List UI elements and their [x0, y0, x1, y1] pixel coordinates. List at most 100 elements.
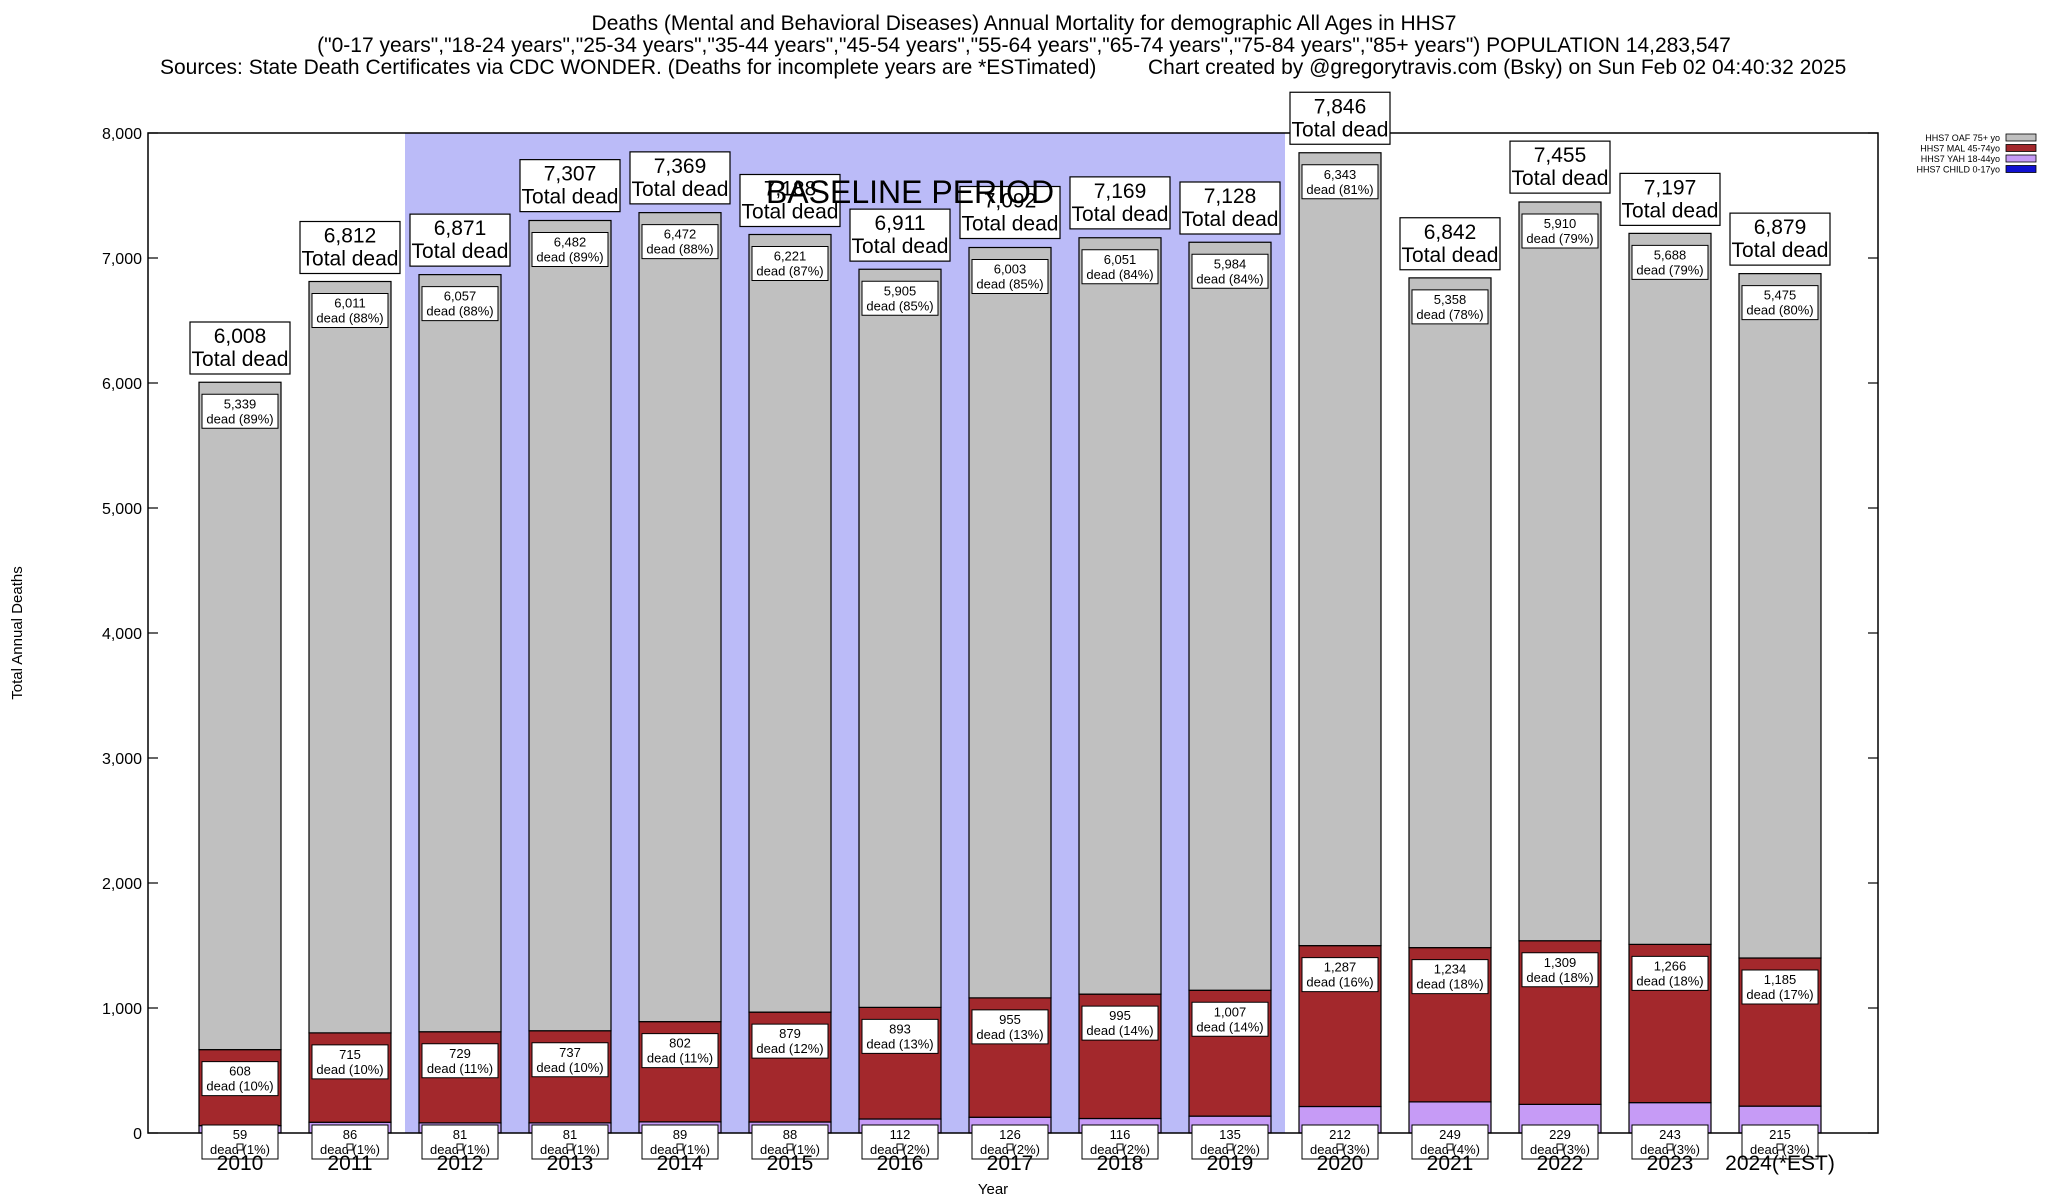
baseline-period-label: BASELINE PERIOD — [766, 174, 1054, 210]
segment-value: 112 — [890, 1127, 911, 1142]
segment-pct: dead (18%) — [1526, 970, 1593, 985]
bar-segment — [198, 381, 282, 1051]
segment-pct: dead (85%) — [866, 298, 933, 313]
segment-value: 6,051 — [1104, 252, 1137, 267]
y-tick-label: 0 — [133, 1126, 142, 1143]
segment-pct: dead (13%) — [866, 1036, 933, 1051]
segment-pct: dead (78%) — [1416, 307, 1483, 322]
segment-label-box — [421, 286, 499, 322]
total-label-box — [1399, 217, 1501, 271]
x-tick-label: 2021 — [1427, 1152, 1474, 1175]
child-marker — [1446, 1143, 1454, 1151]
segment-label-box — [971, 1009, 1049, 1045]
segment-value: 81 — [563, 1127, 577, 1142]
y-tick-label: 2,000 — [102, 876, 142, 893]
total-suffix: Total dead — [742, 201, 839, 224]
segment-label-box — [531, 232, 609, 267]
segment-value: 6,343 — [1324, 167, 1357, 182]
total-suffix: Total dead — [192, 348, 289, 371]
segment-value: 5,339 — [224, 396, 257, 411]
total-suffix: Total dead — [962, 213, 1059, 236]
total-value: 6,879 — [1754, 216, 1807, 239]
segment-pct: dead (18%) — [1416, 977, 1483, 992]
segment-pct: dead (10%) — [536, 1060, 603, 1075]
segment-pct: dead (88%) — [316, 311, 383, 326]
segment-pct: dead (81%) — [1306, 182, 1373, 197]
segment-label-box — [1191, 1001, 1269, 1037]
segment-value: 89 — [673, 1127, 687, 1142]
segment-label-box — [861, 1124, 939, 1160]
segment-pct: dead (89%) — [206, 411, 273, 426]
bar-segment — [968, 246, 1052, 999]
segment-label-box — [1301, 1124, 1379, 1160]
y-tick-label: 6,000 — [102, 376, 142, 393]
segment-pct: dead (84%) — [1086, 267, 1153, 282]
y-tick-label: 7,000 — [102, 251, 142, 268]
segment-value: 6,003 — [994, 262, 1027, 277]
segment-label-box — [751, 246, 829, 281]
segment-value: 1,234 — [1434, 962, 1467, 977]
segment-pct: dead (87%) — [756, 264, 823, 279]
x-tick-label: 2024(*EST) — [1725, 1152, 1835, 1175]
total-label-box — [299, 220, 401, 275]
child-marker — [456, 1143, 464, 1151]
bar-segment — [1188, 241, 1272, 991]
chart-title: Deaths (Mental and Behavioral Diseases) … — [591, 12, 1457, 35]
segment-value: 215 — [1769, 1127, 1791, 1142]
segment-label-box — [201, 393, 279, 429]
x-tick-label: 2018 — [1097, 1152, 1144, 1175]
segment-value: 955 — [999, 1012, 1021, 1027]
segment-value: 879 — [779, 1026, 801, 1041]
total-label-box — [1619, 172, 1721, 226]
segment-label-box — [1631, 955, 1709, 991]
segment-label-box — [971, 1124, 1049, 1160]
segment-value: 5,984 — [1214, 256, 1247, 271]
segment-label-box — [421, 1124, 499, 1160]
child-marker — [1006, 1143, 1014, 1151]
segment-label-box — [311, 1044, 389, 1080]
segment-label-box — [1191, 253, 1269, 289]
total-label-box — [849, 208, 951, 262]
bar-segment — [1738, 273, 1822, 959]
total-value: 7,188 — [764, 178, 817, 201]
total-suffix: Total dead — [1512, 167, 1609, 190]
segment-value: 5,688 — [1654, 247, 1687, 262]
chart-credit: Chart created by @gregorytravis.com (Bsk… — [1148, 56, 1847, 79]
segment-label-box — [1741, 285, 1819, 321]
segment-pct: dead (14%) — [1196, 1019, 1263, 1034]
segment-pct: dead (88%) — [646, 242, 713, 257]
segment-pct: dead (79%) — [1526, 231, 1593, 246]
segment-label-box — [311, 1124, 389, 1160]
total-value: 6,842 — [1424, 221, 1477, 244]
x-tick-label: 2010 — [217, 1152, 264, 1175]
segment-label-box — [1631, 244, 1709, 280]
segment-label-box — [531, 1124, 609, 1160]
segment-label-box — [421, 1043, 499, 1079]
bar-segment — [1078, 237, 1162, 995]
legend-label: HHS7 YAH 18-44yo — [1921, 154, 2000, 164]
total-value: 7,128 — [1204, 185, 1257, 208]
segment-value: 135 — [1219, 1127, 1241, 1142]
